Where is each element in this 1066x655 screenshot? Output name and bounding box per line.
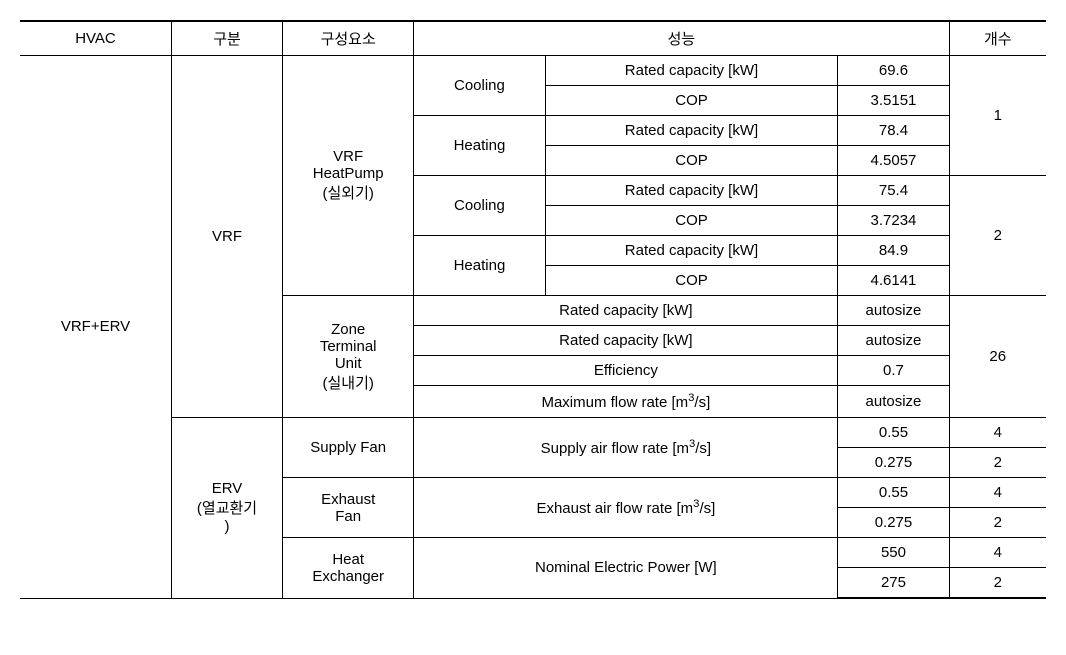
metric-value: 0.55 bbox=[838, 478, 949, 508]
count-value: 2 bbox=[949, 568, 1046, 599]
metric-value: 3.5151 bbox=[838, 86, 949, 116]
metric-value: 0.7 bbox=[838, 356, 949, 386]
metric-value: autosize bbox=[838, 326, 949, 356]
component-heatpump: VRFHeatPump(실외기) bbox=[283, 56, 414, 296]
metric-value: autosize bbox=[838, 386, 949, 418]
metric-value: 69.6 bbox=[838, 56, 949, 86]
metric-value: 78.4 bbox=[838, 116, 949, 146]
component-supply-fan: Supply Fan bbox=[283, 418, 414, 478]
metric-value: 84.9 bbox=[838, 236, 949, 266]
hvac-root: VRF+ERV bbox=[20, 56, 171, 599]
metric-label: Rated capacity [kW] bbox=[414, 296, 838, 326]
metric-value: 3.7234 bbox=[838, 206, 949, 236]
header-gubun: 구분 bbox=[171, 21, 282, 56]
metric-value: 4.5057 bbox=[838, 146, 949, 176]
metric-label: Supply air flow rate [m3/s] bbox=[414, 418, 838, 478]
metric-value: 75.4 bbox=[838, 176, 949, 206]
component-ztu: ZoneTerminalUnit(실내기) bbox=[283, 296, 414, 418]
header-count: 개수 bbox=[949, 21, 1046, 56]
table-row: ERV(열교환기) Supply Fan Supply air flow rat… bbox=[20, 418, 1046, 448]
metric-label: Efficiency bbox=[414, 356, 838, 386]
mode-heating: Heating bbox=[414, 116, 545, 176]
group-erv: ERV(열교환기) bbox=[171, 418, 282, 599]
metric-label: Rated capacity [kW] bbox=[414, 326, 838, 356]
metric-label: Nominal Electric Power [W] bbox=[414, 538, 838, 599]
group-vrf: VRF bbox=[171, 56, 282, 418]
metric-label: Rated capacity [kW] bbox=[545, 176, 838, 206]
component-heat-exchanger: HeatExchanger bbox=[283, 538, 414, 599]
metric-label: Rated capacity [kW] bbox=[545, 236, 838, 266]
count-value: 26 bbox=[949, 296, 1046, 418]
metric-value: 4.6141 bbox=[838, 266, 949, 296]
count-value: 2 bbox=[949, 448, 1046, 478]
metric-label: COP bbox=[545, 86, 838, 116]
count-value: 2 bbox=[949, 176, 1046, 296]
count-value: 4 bbox=[949, 538, 1046, 568]
mode-heating: Heating bbox=[414, 236, 545, 296]
count-value: 1 bbox=[949, 56, 1046, 176]
metric-label: Rated capacity [kW] bbox=[545, 116, 838, 146]
count-value: 4 bbox=[949, 418, 1046, 448]
metric-value: 0.55 bbox=[838, 418, 949, 448]
metric-value: 550 bbox=[838, 538, 949, 568]
metric-value: 0.275 bbox=[838, 448, 949, 478]
metric-value: 0.275 bbox=[838, 508, 949, 538]
mode-cooling: Cooling bbox=[414, 56, 545, 116]
metric-value: 275 bbox=[838, 568, 949, 599]
mode-cooling: Cooling bbox=[414, 176, 545, 236]
table-row: VRF+ERV VRF VRFHeatPump(실외기) Cooling Rat… bbox=[20, 56, 1046, 86]
metric-label: Maximum flow rate [m3/s] bbox=[414, 386, 838, 418]
table-header-row: HVAC 구분 구성요소 성능 개수 bbox=[20, 21, 1046, 56]
count-value: 2 bbox=[949, 508, 1046, 538]
header-performance: 성능 bbox=[414, 21, 949, 56]
header-hvac: HVAC bbox=[20, 21, 171, 56]
metric-value: autosize bbox=[838, 296, 949, 326]
metric-label: COP bbox=[545, 146, 838, 176]
metric-label: COP bbox=[545, 206, 838, 236]
metric-label: Exhaust air flow rate [m3/s] bbox=[414, 478, 838, 538]
metric-label: COP bbox=[545, 266, 838, 296]
component-exhaust-fan: ExhaustFan bbox=[283, 478, 414, 538]
metric-label: Rated capacity [kW] bbox=[545, 56, 838, 86]
count-value: 4 bbox=[949, 478, 1046, 508]
hvac-spec-table: HVAC 구분 구성요소 성능 개수 VRF+ERV VRF VRFHeatPu… bbox=[20, 20, 1046, 599]
header-component: 구성요소 bbox=[283, 21, 414, 56]
